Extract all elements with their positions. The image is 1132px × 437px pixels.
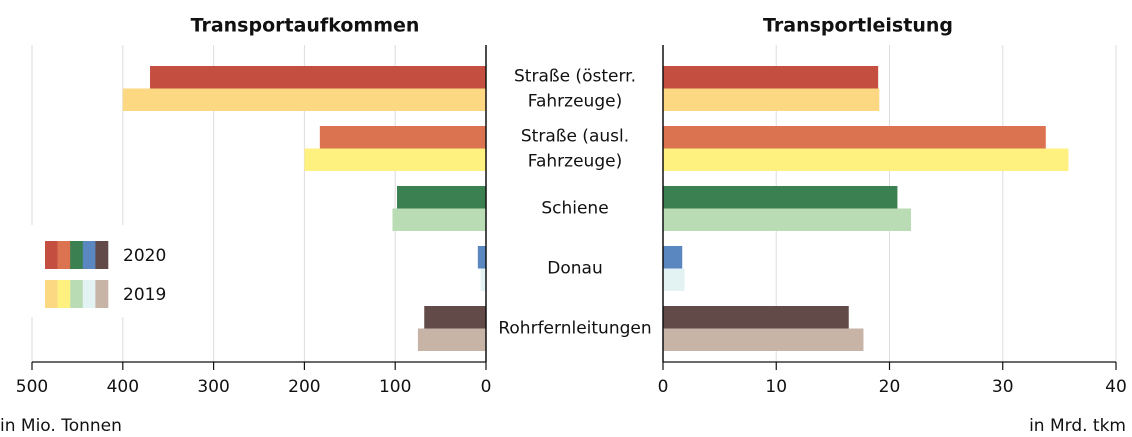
bar [663, 268, 685, 291]
bar [480, 268, 486, 291]
chart-title: Transportleistung [763, 15, 953, 37]
legend-label: 2019 [123, 285, 166, 305]
category-label: Straße (ausl. [521, 127, 629, 147]
bar [319, 126, 486, 149]
legend-swatch [45, 280, 58, 308]
category-label: Schiene [541, 199, 608, 219]
x-axis-label: in Mrd. tkm [1029, 416, 1126, 436]
bar [663, 246, 683, 269]
bar [663, 88, 880, 111]
bar [122, 88, 487, 111]
bar [663, 126, 1046, 149]
legend-swatch [57, 241, 71, 269]
bar [397, 186, 486, 209]
category-label: Donau [547, 259, 602, 279]
bar [477, 246, 486, 269]
bar [424, 306, 486, 329]
legend-swatch [70, 280, 84, 308]
x-axis-label: in Mio. Tonnen [0, 416, 122, 436]
x-tick-label: 0 [658, 377, 669, 397]
category-label: Straße (österr. [514, 67, 636, 87]
bar [663, 306, 849, 329]
bar [392, 208, 486, 231]
chart-title: Transportaufkommen [191, 15, 420, 37]
legend-label: 2020 [123, 246, 166, 266]
bar [150, 66, 487, 89]
bar [663, 208, 912, 231]
x-tick-label: 400 [107, 377, 139, 397]
x-tick-label: 30 [992, 377, 1014, 397]
legend-swatch [57, 280, 71, 308]
x-tick-label: 40 [1105, 377, 1127, 397]
category-label: Fahrzeuge) [528, 152, 622, 172]
bar [663, 186, 898, 209]
bar [663, 328, 864, 351]
category-label: Fahrzeuge) [528, 92, 622, 112]
legend-swatch [70, 241, 84, 269]
bar [663, 148, 1069, 171]
x-tick-label: 500 [16, 377, 48, 397]
bar [304, 148, 486, 171]
bar [663, 66, 879, 89]
x-tick-label: 300 [197, 377, 229, 397]
legend-swatch [95, 241, 109, 269]
x-tick-label: 100 [379, 377, 411, 397]
bar [417, 328, 486, 351]
x-tick-label: 20 [879, 377, 901, 397]
legend-swatch [95, 280, 109, 308]
x-tick-label: 10 [765, 377, 787, 397]
legend-swatch [82, 241, 96, 269]
legend-swatch [82, 280, 96, 308]
x-tick-label: 200 [288, 377, 320, 397]
category-label: Rohrfernleitungen [498, 319, 651, 339]
x-tick-label: 0 [481, 377, 492, 397]
legend-swatch [45, 241, 58, 269]
